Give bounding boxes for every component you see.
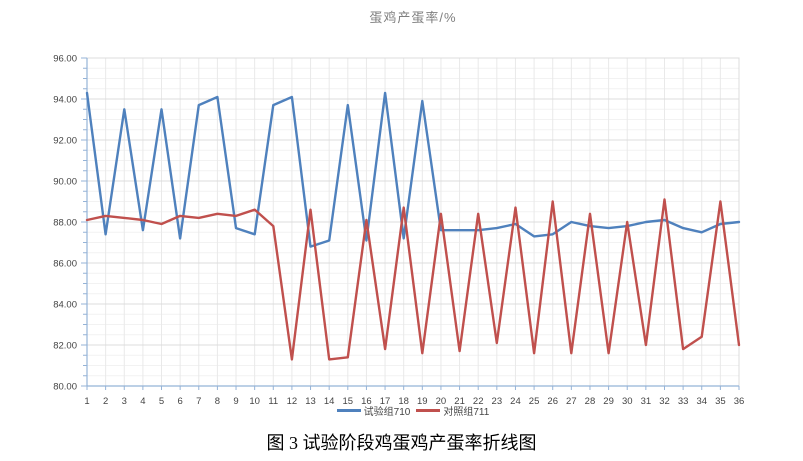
x-tick-label: 33	[678, 396, 689, 407]
x-tick-label: 30	[622, 396, 633, 407]
legend-item-test-group: 试验组710	[336, 403, 411, 418]
x-tick-label: 29	[603, 396, 614, 407]
figure-caption: 图 3 试验阶段鸡蛋鸡产蛋率折线图	[266, 433, 537, 453]
x-tick-label: 18	[398, 396, 409, 407]
x-tick-label: 5	[159, 396, 164, 407]
legend-item-control-group: 对照组711	[416, 403, 489, 418]
x-tick-label: 35	[715, 396, 726, 407]
y-tick-label: 86.00	[53, 259, 77, 270]
x-tick-label: 8	[215, 396, 220, 407]
x-tick-label: 11	[268, 396, 278, 407]
x-tick-label: 13	[305, 396, 316, 407]
x-tick-label: 19	[417, 396, 428, 407]
y-tick-label: 82.00	[53, 341, 77, 352]
x-tick-label: 10	[249, 396, 260, 407]
x-tick-label: 20	[436, 396, 447, 407]
y-tick-label: 88.00	[53, 218, 77, 229]
series-line-0	[85, 91, 741, 248]
legend-line-swatch-blue	[336, 408, 361, 412]
y-tick-label: 90.00	[53, 177, 77, 188]
legend-label: 对照组711	[443, 406, 490, 418]
x-tick-label: 27	[566, 396, 577, 407]
x-tick-label: 16	[361, 396, 372, 407]
y-tick-label: 80.00	[53, 382, 77, 393]
x-tick-label: 15	[343, 396, 354, 407]
line-chart-canvas: 80.00 82.00 84.00 86.00 88.00 90.00 92.00 94.00…	[53, 54, 745, 408]
x-tick-label: 25	[529, 396, 540, 407]
y-tick-label: 94.00	[53, 95, 77, 106]
x-tick-label: 31	[641, 396, 652, 407]
x-tick-label: 34	[696, 396, 707, 407]
x-tick-label: 24	[510, 396, 521, 407]
series-line-1	[85, 198, 741, 361]
x-tick-label: 21	[454, 396, 465, 407]
x-tick-label: 36	[734, 396, 745, 407]
x-tick-label: 22	[473, 396, 484, 407]
y-tick-label: 96.00	[53, 54, 77, 65]
legend-line-swatch-red	[416, 408, 441, 412]
chart-legend: 试验组710 对照组711	[87, 403, 739, 418]
x-tick-label: 2	[103, 396, 108, 407]
legend-label: 试验组710	[363, 406, 411, 418]
y-tick-label: 92.00	[53, 136, 77, 147]
x-tick-label: 9	[233, 396, 238, 407]
y-tick-label: 84.00	[53, 300, 77, 311]
x-tick-label: 1	[84, 396, 89, 407]
x-tick-label: 7	[196, 396, 201, 407]
x-tick-label: 23	[492, 396, 503, 407]
x-tick-label: 32	[659, 396, 670, 407]
x-tick-label: 6	[177, 396, 182, 407]
x-tick-label: 4	[140, 396, 145, 407]
x-tick-label: 3	[122, 396, 127, 407]
x-tick-label: 28	[585, 396, 596, 407]
x-tick-label: 26	[547, 396, 558, 407]
chart-title: 蛋鸡产蛋率/%	[369, 10, 457, 25]
x-tick-label: 14	[324, 396, 335, 407]
x-tick-label: 12	[287, 396, 298, 407]
x-tick-label: 17	[380, 396, 391, 407]
